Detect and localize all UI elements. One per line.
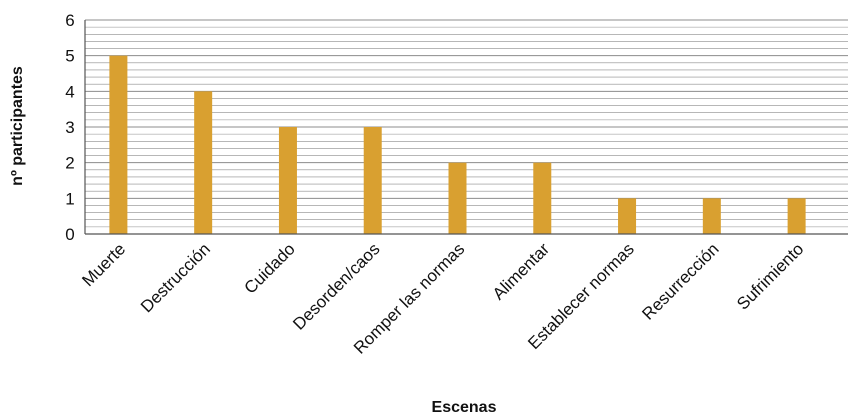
- y-tick-label: 0: [65, 225, 74, 244]
- x-tick-label: Muerte: [78, 239, 129, 290]
- axes: [84, 20, 848, 235]
- y-tick-label: 5: [65, 47, 74, 66]
- x-tick-label: Destrucción: [137, 239, 214, 316]
- x-tick-label: Resurrección: [638, 239, 722, 323]
- bar: [109, 55, 128, 234]
- x-tick-labels: Muerte Destrucción CuidadoDesorden/caosRom…: [78, 239, 807, 358]
- bar: [194, 91, 213, 234]
- y-tick-labels: 0 1 2 3 4 5 6: [65, 11, 74, 244]
- bar: [787, 198, 806, 234]
- x-tick-label: Alimentar: [489, 239, 553, 303]
- bar: [448, 162, 467, 234]
- bar: [618, 198, 637, 234]
- y-tick-label: 6: [65, 11, 74, 30]
- y-tick-label: 1: [65, 189, 74, 208]
- y-axis-title: nº participantes: [9, 66, 26, 186]
- x-tick-label: Cuidado: [241, 239, 299, 297]
- bar: [533, 162, 552, 234]
- bar: [278, 127, 297, 234]
- y-tick-label: 3: [65, 118, 74, 137]
- x-tick-label: Desorden/caos: [289, 239, 383, 333]
- bar: [363, 127, 382, 234]
- y-tick-label: 4: [65, 82, 74, 101]
- y-tick-label: 2: [65, 154, 74, 173]
- bar: [702, 198, 721, 234]
- bars: [109, 55, 806, 234]
- x-tick-label: Sufrimiento: [733, 239, 807, 313]
- x-axis-title: Escenas: [432, 399, 497, 416]
